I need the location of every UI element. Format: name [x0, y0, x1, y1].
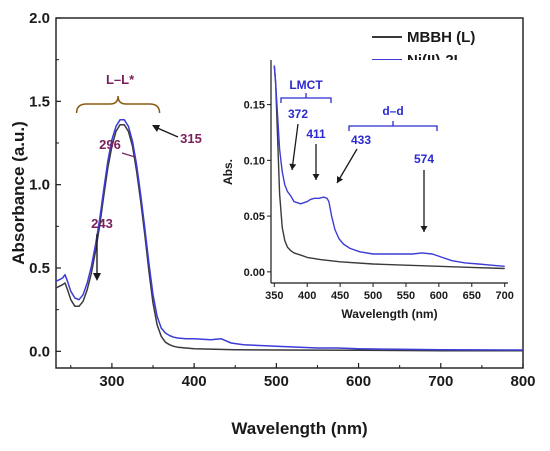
inset-y-tick-label: 0.10: [244, 155, 265, 167]
main-x-tick-label: 600: [346, 373, 371, 390]
inset-x-tick-label: 500: [364, 290, 382, 302]
main-peak-leader-296: [121, 152, 136, 158]
main-peak-label-296: 296: [99, 137, 121, 152]
main-series-line-1: [55, 118, 524, 351]
main-x-tick-label: 400: [182, 373, 207, 390]
inset-x-tick-label: 650: [463, 290, 481, 302]
main-y-tick-label: 0.0: [29, 343, 50, 360]
main-series-line-0: [55, 123, 524, 352]
main-band-bracket: [75, 95, 161, 114]
main-x-tick-label: 500: [264, 373, 289, 390]
inset-plot: 350 400 450 500 550 600 650 700 0.00 0.05 0.10 0.15…: [221, 60, 514, 321]
main-y-tick-label: 1.5: [29, 93, 50, 110]
main-y-tick-label: 2.0: [29, 10, 50, 27]
inset-y-tick-label: 0.00: [244, 267, 265, 279]
inset-peak-arrow-433: [336, 148, 358, 184]
main-x-tick-label: 300: [99, 373, 124, 390]
inset-peak-label-433: 433: [351, 133, 371, 147]
inset-lmct-label: LMCT: [289, 78, 323, 92]
main-x-tick-label: 700: [428, 373, 453, 390]
inset-lmct-bracket: [280, 93, 332, 103]
main-x-tick-label: 800: [510, 373, 535, 390]
main-y-tick-label: 1.0: [29, 177, 50, 194]
inset-background: [271, 60, 508, 283]
main-peak-label-243: 243: [91, 216, 113, 231]
inset-x-tick-label: 400: [298, 290, 316, 302]
inset-peak-arrowhead-411: [312, 174, 320, 180]
inset-peak-label-574: 574: [414, 152, 434, 166]
main-plot: 300 400 500 600 700 800 0.0 0.5 1.0 1.5 2.0 Wavelen…: [9, 10, 536, 438]
inset-series-line-0: [273, 65, 505, 270]
inset-peak-arrow-372: [291, 123, 299, 171]
inset-x-tick-label: 550: [397, 290, 415, 302]
inset-x-tick-label: 350: [265, 290, 283, 302]
inset-x-tick-label: 600: [430, 290, 448, 302]
inset-x-tick-label: 700: [496, 290, 514, 302]
main-peak-label-315: 315: [180, 131, 202, 146]
inset-x-axis-label: Wavelength (nm): [341, 307, 437, 321]
inset-peak-label-411: 411: [306, 127, 326, 141]
main-plot-frame: [55, 17, 524, 369]
main-band-label: L–L*: [106, 72, 135, 87]
legend-label-0: MBBH (L): [407, 29, 475, 46]
inset-y-tick-label: 0.15: [244, 100, 265, 112]
main-y-tick-label: 0.5: [29, 260, 50, 277]
main-peak-arrowhead-315: [152, 125, 160, 132]
main-x-axis-label: Wavelength (nm): [231, 419, 367, 438]
inset-peak-arrowhead-574: [420, 226, 428, 232]
inset-peak-arrowhead-433: [337, 176, 344, 183]
main-y-axis-label: Absorbance (a.u.): [9, 121, 28, 265]
inset-y-tick-label: 0.05: [244, 211, 265, 223]
main-peak-arrowhead-243: [93, 273, 101, 281]
inset-y-axis-label: Abs.: [221, 159, 235, 185]
main-peak-arrow-315: [154, 126, 179, 138]
inset-x-tick-label: 450: [331, 290, 349, 302]
inset-dd-label: d–d: [382, 104, 403, 118]
inset-peak-arrowhead-372: [289, 163, 297, 170]
inset-peak-label-372: 372: [288, 107, 308, 121]
inset-dd-bracket: [348, 121, 438, 131]
inset-series-line-1: [273, 65, 505, 267]
